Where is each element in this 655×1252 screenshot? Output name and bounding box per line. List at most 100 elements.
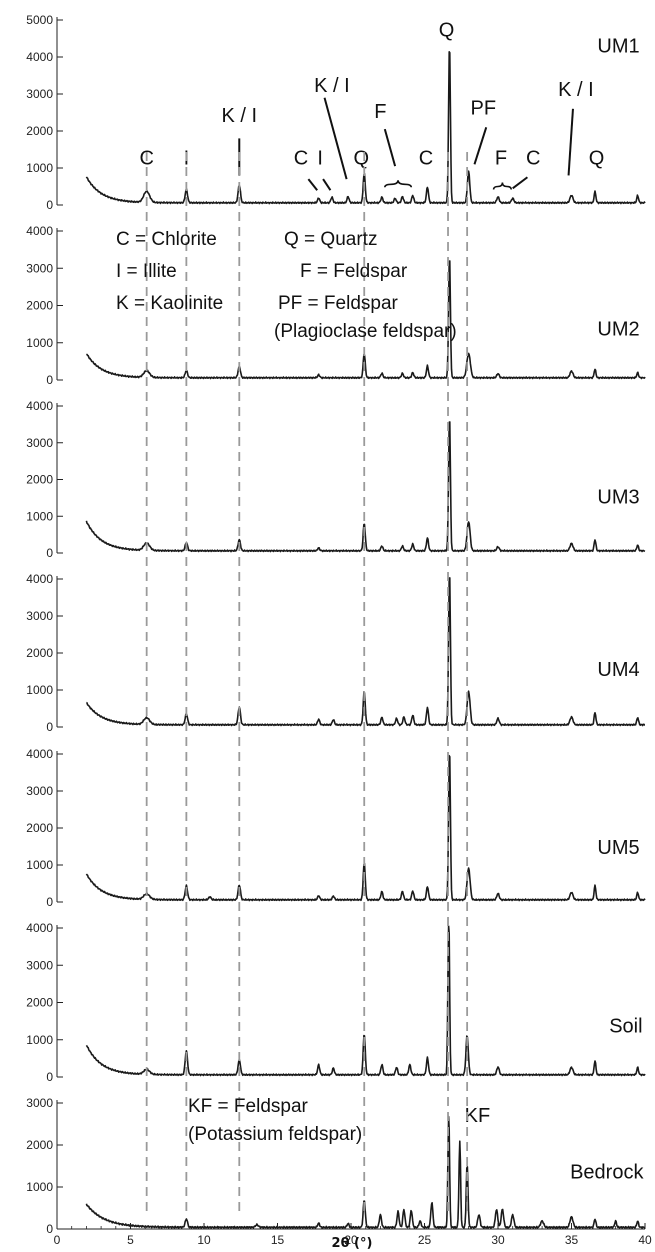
y-tick-label: 3000 xyxy=(26,609,53,623)
x-tick-label: 25 xyxy=(418,1233,432,1247)
peak-label: PF xyxy=(471,97,497,119)
pattern-line-bedrock xyxy=(85,1115,646,1229)
legend-kaolinite: K = Kaolinite xyxy=(116,293,223,314)
panel-um2: 0 1000 2000 3000 4000 UM2 xyxy=(26,224,646,387)
pattern-line-um2 xyxy=(86,260,646,380)
y-tick-label: 0 xyxy=(46,373,53,387)
legend-potassium-note: (Potassium feldspar) xyxy=(188,1124,362,1145)
peak-label: Q xyxy=(354,147,370,169)
peak-label: C xyxy=(419,147,433,169)
legend-plagioclase: PF = Feldspar xyxy=(278,293,399,314)
sample-label-bedrock: Bedrock xyxy=(570,1162,644,1184)
peak-label: F xyxy=(374,101,386,123)
x-tick-label: 0 xyxy=(54,1233,61,1247)
pattern-line-um5 xyxy=(85,754,646,902)
x-axis-title: 2θ (°) xyxy=(332,1236,373,1251)
legend-quartz: Q = Quartz xyxy=(284,229,377,250)
y-tick-label: 2000 xyxy=(26,646,53,660)
y-tick-label: 0 xyxy=(46,895,53,909)
y-tick-label: 1000 xyxy=(26,858,53,872)
x-tick-label: 35 xyxy=(565,1233,579,1247)
sample-label-soil: Soil xyxy=(609,1015,642,1037)
legend-illite: I = Illite xyxy=(116,261,177,282)
y-tick-label: 4000 xyxy=(26,50,53,64)
y-tick-label: 5000 xyxy=(26,13,53,27)
y-tick-label: 0 xyxy=(46,1222,53,1236)
x-tick-label: 30 xyxy=(491,1233,505,1247)
y-tick-label: 2000 xyxy=(26,124,53,138)
pattern-line-um3 xyxy=(85,421,646,553)
um1-leader-lines xyxy=(238,97,574,191)
y-tick-label: 2000 xyxy=(26,996,53,1010)
y-tick-label: 3000 xyxy=(26,436,53,450)
peak-label: K / I xyxy=(314,75,350,97)
panel-um3: 0 1000 2000 3000 4000 UM3 xyxy=(26,399,646,560)
leader-line xyxy=(512,176,529,190)
peak-label: K / I xyxy=(221,105,257,127)
x-tick-label: 40 xyxy=(638,1233,652,1247)
y-tick-label: 2000 xyxy=(26,821,53,835)
peak-label: C xyxy=(526,147,540,169)
leader-line xyxy=(383,128,397,167)
y-tick-label: 1000 xyxy=(26,509,53,523)
y-tick-label: 3000 xyxy=(26,1096,53,1110)
leader-line xyxy=(567,108,574,176)
x-tick-label: 15 xyxy=(271,1233,285,1247)
peak-label: KF xyxy=(465,1105,491,1127)
pattern-line-um1 xyxy=(85,51,646,205)
brace xyxy=(492,182,513,190)
panel-bedrock: 0 1000 2000 3000 KF Bedrock xyxy=(26,1096,646,1236)
y-tick-label: 0 xyxy=(46,720,53,734)
sample-label-um3: UM3 xyxy=(597,486,639,508)
leader-line xyxy=(322,178,332,191)
sample-label-um4: UM4 xyxy=(597,659,639,681)
y-tick-label: 3000 xyxy=(26,958,53,972)
y-tick-label: 4000 xyxy=(26,921,53,935)
peak-label: K / I xyxy=(558,79,594,101)
peak-label: C xyxy=(294,147,308,169)
y-tick-label: 4000 xyxy=(26,747,53,761)
pattern-line-soil xyxy=(85,925,646,1077)
panel-soil: 0 1000 2000 3000 4000 Soil xyxy=(26,921,646,1084)
legend: C = Chlorite Q = Quartz I = Illite F = F… xyxy=(116,229,457,1145)
y-tick-label: 1000 xyxy=(26,1180,53,1194)
x-tick-label: 20 xyxy=(344,1233,358,1247)
sample-label-um5: UM5 xyxy=(597,837,639,859)
y-tick-label: 2000 xyxy=(26,1138,53,1152)
y-tick-label: 1000 xyxy=(26,1033,53,1047)
y-tick-label: 1000 xyxy=(26,336,53,350)
y-tick-label: 3000 xyxy=(26,87,53,101)
leader-line xyxy=(323,97,348,180)
leader-line xyxy=(307,178,318,191)
peak-label: Q xyxy=(439,20,455,42)
legend-potassium: KF = Feldspar xyxy=(188,1096,309,1117)
y-tick-label: 4000 xyxy=(26,224,53,238)
peak-label: Q xyxy=(589,147,605,169)
y-tick-label: 4000 xyxy=(26,572,53,586)
brace xyxy=(384,180,413,188)
y-tick-label: 0 xyxy=(46,546,53,560)
y-tick-label: 4000 xyxy=(26,399,53,413)
y-tick-label: 1000 xyxy=(26,683,53,697)
y-tick-label: 0 xyxy=(46,1070,53,1084)
pattern-line-um4 xyxy=(86,577,646,727)
x-axis: 0 5 10 15 20 25 30 35 40 xyxy=(54,1223,652,1247)
peak-label: F xyxy=(495,147,507,169)
y-tick-label: 0 xyxy=(46,198,53,212)
panel-um4: 0 1000 2000 3000 4000 UM4 xyxy=(26,572,646,734)
sample-label-um1: UM1 xyxy=(597,36,639,58)
y-tick-label: 2000 xyxy=(26,473,53,487)
y-tick-label: 2000 xyxy=(26,299,53,313)
leader-line xyxy=(473,126,488,165)
legend-feldspar: F = Feldspar xyxy=(300,261,408,282)
legend-plagioclase-note: (Plagioclase feldspar) xyxy=(274,321,457,342)
y-tick-label: 3000 xyxy=(26,784,53,798)
x-tick-label: 10 xyxy=(197,1233,211,1247)
reference-lines xyxy=(145,152,469,1212)
panel-um5: 0 1000 2000 3000 4000 UM5 xyxy=(26,747,646,909)
y-tick-label: 3000 xyxy=(26,261,53,275)
legend-chlorite: C = Chlorite xyxy=(116,229,217,250)
